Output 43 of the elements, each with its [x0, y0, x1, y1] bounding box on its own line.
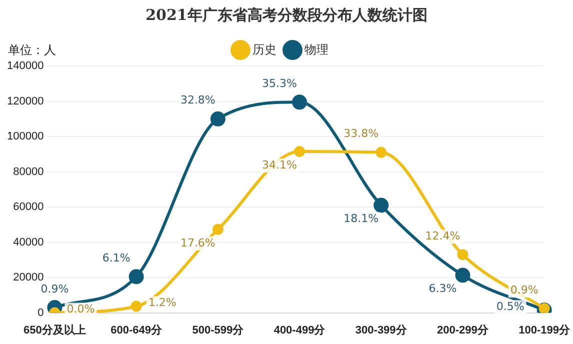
point: [457, 249, 468, 260]
annotation: 0.0%: [66, 302, 95, 316]
y-tick-label: 60000: [13, 201, 44, 214]
y-axis-title: 单位：人: [8, 42, 56, 59]
y-tick-label: 140000: [6, 60, 44, 72]
y-tick-label: 120000: [6, 95, 44, 108]
annotation: 0.9%: [510, 283, 538, 296]
x-tick-label: 400-499分: [274, 323, 326, 336]
point: [130, 300, 142, 312]
annotation: 6.3%: [428, 282, 457, 296]
legend-label: 物理: [304, 42, 328, 56]
chart-title: 2021年广东省高考分数段分布人数统计图: [144, 6, 428, 25]
x-tick-label: 600-649分: [110, 323, 163, 336]
x-tick-label: 100-199分: [518, 323, 571, 336]
point: [294, 146, 306, 157]
annotation: 6.1%: [102, 252, 130, 265]
annotation: 0.9%: [40, 282, 69, 296]
annotation: 12.4%: [425, 229, 460, 242]
point: [128, 269, 144, 284]
annotation: 17.6%: [180, 236, 216, 250]
annotation: 32.8%: [180, 94, 216, 107]
legend-label: 历史: [252, 42, 276, 56]
point: [212, 224, 224, 235]
point: [376, 146, 387, 158]
annotation: 18.1%: [344, 212, 379, 226]
y-tick-label: 100000: [6, 130, 44, 143]
annotation: 1.2%: [148, 296, 176, 310]
point: [455, 268, 470, 283]
x-tick-label: 200-299分: [437, 323, 490, 336]
x-tick-label: 500-599分: [192, 323, 245, 336]
y-tick-label: 20000: [13, 272, 44, 284]
annotation: 0.5%: [496, 300, 524, 314]
y-tick-label: 80000: [13, 166, 44, 178]
point: [374, 198, 389, 213]
point: [292, 94, 308, 110]
annotation: 35.3%: [262, 77, 297, 90]
y-tick-label: 0: [38, 306, 44, 319]
point: [210, 111, 226, 126]
y-tick-label: 40000: [13, 236, 44, 248]
annotation: 34.1%: [262, 158, 297, 172]
x-tick-label: 300-399分: [355, 323, 408, 336]
annotation: 33.8%: [344, 127, 379, 140]
x-tick-label: 650分及以上: [24, 323, 86, 336]
